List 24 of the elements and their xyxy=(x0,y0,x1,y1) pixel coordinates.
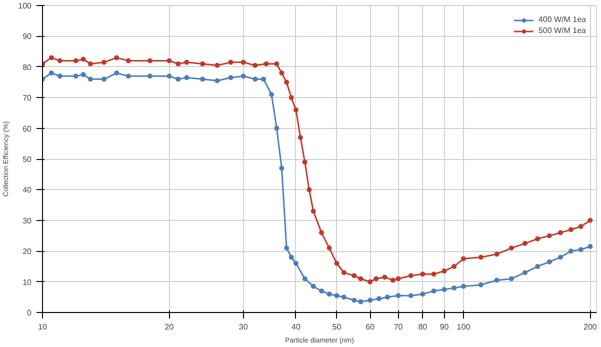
x-tick-label: 80 xyxy=(418,322,428,332)
y-tick-label: 20 xyxy=(22,247,32,256)
x-tick-label: 20 xyxy=(164,322,174,332)
y-tick-label: 70 xyxy=(22,94,32,103)
x-tick-label: 60 xyxy=(366,322,376,332)
y-tick-label: 80 xyxy=(22,62,32,72)
y-tick-label: 50 xyxy=(22,155,32,164)
y-tick-label: 100 xyxy=(18,2,32,10)
x-tick-label: 70 xyxy=(394,322,404,332)
x-tick-label: 50 xyxy=(332,322,342,332)
x-tick-label: 200 xyxy=(584,322,598,332)
x-tick-label: 40 xyxy=(292,322,301,332)
y-tick-label: 40 xyxy=(22,186,32,195)
legend-label: 500 W/M 1ea xyxy=(538,26,586,35)
x-tick-label: 90 xyxy=(440,322,450,332)
x-tick-label: 10 xyxy=(38,322,48,332)
y-tick-label: 60 xyxy=(22,124,32,134)
y-tick-label: 90 xyxy=(22,32,32,42)
x-tick-label: 30 xyxy=(238,322,248,332)
y-tick-label: 30 xyxy=(22,216,32,226)
legend-label: 400 W/M 1ea xyxy=(538,15,586,24)
x-tick-label: 100 xyxy=(456,322,471,332)
y-tick-label: 10 xyxy=(22,278,32,287)
y-tick-label: 0 xyxy=(27,308,32,318)
